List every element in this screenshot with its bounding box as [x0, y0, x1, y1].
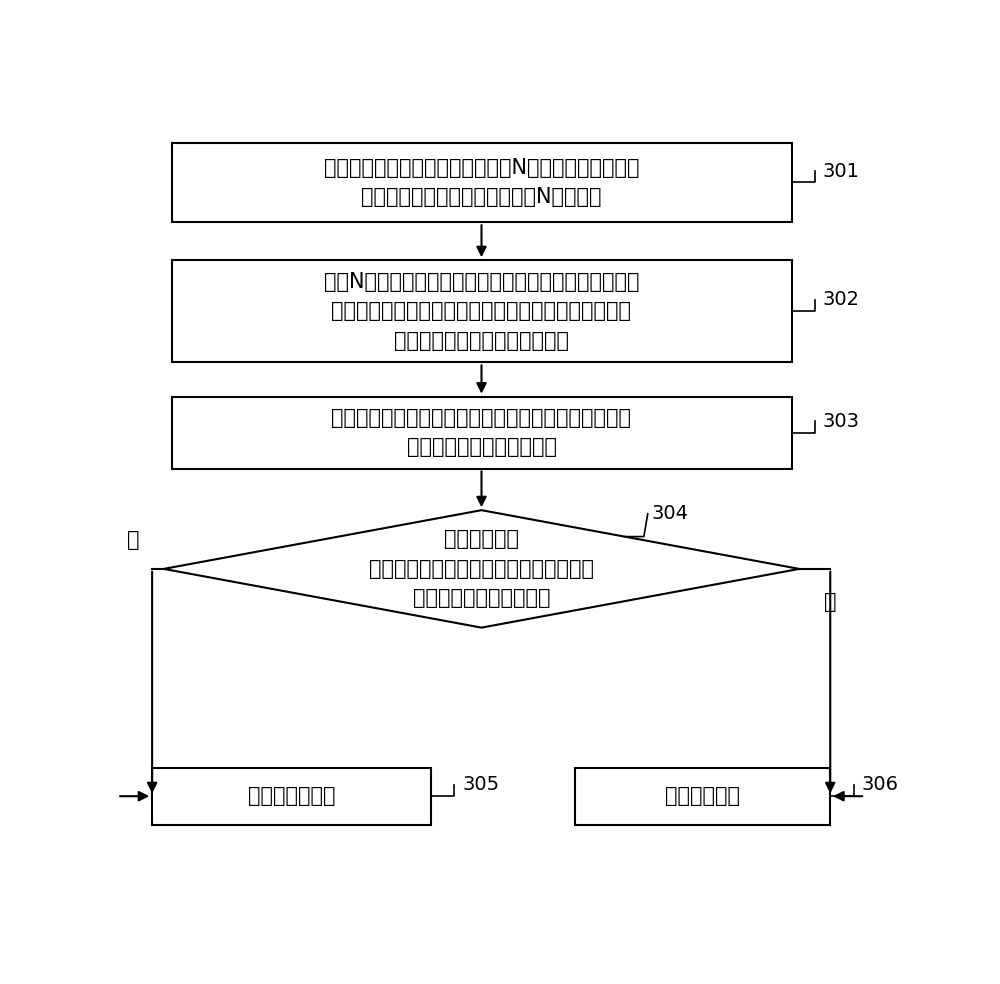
FancyBboxPatch shape: [172, 397, 792, 468]
Text: 根据该一个参考用户设备的可用空口资源数量获取该一
个参考用户设备的可用速率: 根据该一个参考用户设备的可用空口资源数量获取该一 个参考用户设备的可用速率: [332, 407, 632, 458]
Polygon shape: [164, 510, 799, 628]
FancyBboxPatch shape: [172, 143, 792, 222]
FancyBboxPatch shape: [152, 768, 431, 825]
Text: 303: 303: [823, 411, 860, 431]
Text: 判断一个参考
用户设备的可用速率是否包含满足该小区
的不拥塞条件的可用速率: 判断一个参考 用户设备的可用速率是否包含满足该小区 的不拥塞条件的可用速率: [369, 529, 594, 608]
Text: 根据N个用户设备各自占用的空口资源数量，获取一个参
考用户设备的可用空口资源数量，且该参考用户设备的
可用空口资源数量满足第一条件: 根据N个用户设备各自占用的空口资源数量，获取一个参 考用户设备的可用空口资源数量…: [324, 272, 639, 351]
Text: 确定小区拥塞: 确定小区拥塞: [665, 786, 740, 806]
Text: 304: 304: [652, 505, 689, 523]
FancyBboxPatch shape: [574, 768, 830, 825]
Text: 否: 否: [824, 591, 836, 612]
Text: 是: 是: [127, 530, 139, 550]
Text: 确定小区不拥塞: 确定小区不拥塞: [248, 786, 335, 806]
Text: 306: 306: [861, 775, 898, 794]
FancyBboxPatch shape: [172, 260, 792, 362]
Text: 305: 305: [462, 775, 499, 794]
Text: 302: 302: [823, 290, 860, 309]
Text: 基站获取在第一时间间隔内小区的N个用户设备各自占用
的空口资源数量，其中，所述，N为正整数: 基站获取在第一时间间隔内小区的N个用户设备各自占用 的空口资源数量，其中，所述，…: [324, 157, 639, 208]
Text: 301: 301: [823, 161, 860, 181]
